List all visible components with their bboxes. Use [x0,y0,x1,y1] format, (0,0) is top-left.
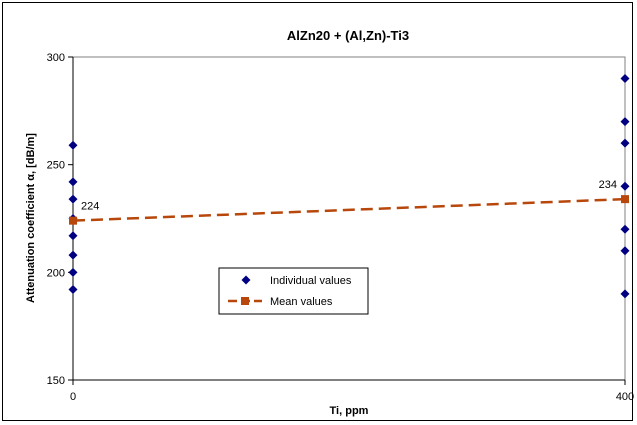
legend: Individual values Mean values [218,267,369,315]
plot-border [72,56,626,381]
individual-point-12 [620,138,630,148]
y-tick-label-2: 250 [47,160,65,172]
legend-label-mean: Mean values [270,296,333,308]
individual-point-1 [68,267,78,277]
individual-point-2 [68,250,78,260]
individual-point-9 [620,246,630,256]
plot-area: 150 200 250 300 0 400 224 234 [47,52,635,403]
x-axis-title: Ti, ppm [330,405,369,417]
individual-point-14 [620,74,630,84]
legend-marker-individual [241,275,251,285]
individual-point-0 [68,285,78,295]
individual-point-5 [68,194,78,204]
individual-point-7 [68,140,78,150]
x-tick-label-0: 0 [70,391,76,403]
individual-point-3 [68,231,78,241]
legend-marker-mean [241,297,249,305]
y-axis-title: Attenuation coefficient α, [dB/m] [25,133,37,303]
individual-point-11 [620,181,630,191]
chart-title: AlZn20 + (Al,Zn)-Ti3 [287,28,409,43]
individual-point-13 [620,117,630,127]
legend-box [218,267,369,315]
individual-point-8 [620,289,630,299]
mean-data-label-0: 224 [81,201,99,213]
individual-point-10 [620,224,630,234]
x-tick-label-1: 400 [616,391,634,403]
mean-point-0 [69,216,77,225]
y-tick-label-1: 200 [47,267,65,279]
individual-point-6 [68,177,78,187]
legend-label-individual: Individual values [270,275,352,287]
y-tick-label-3: 300 [47,52,65,64]
mean-point-1 [621,195,629,204]
mean-values-line [72,197,626,222]
mean-data-label-1: 234 [599,179,617,191]
y-tick-label-0: 150 [47,375,65,387]
